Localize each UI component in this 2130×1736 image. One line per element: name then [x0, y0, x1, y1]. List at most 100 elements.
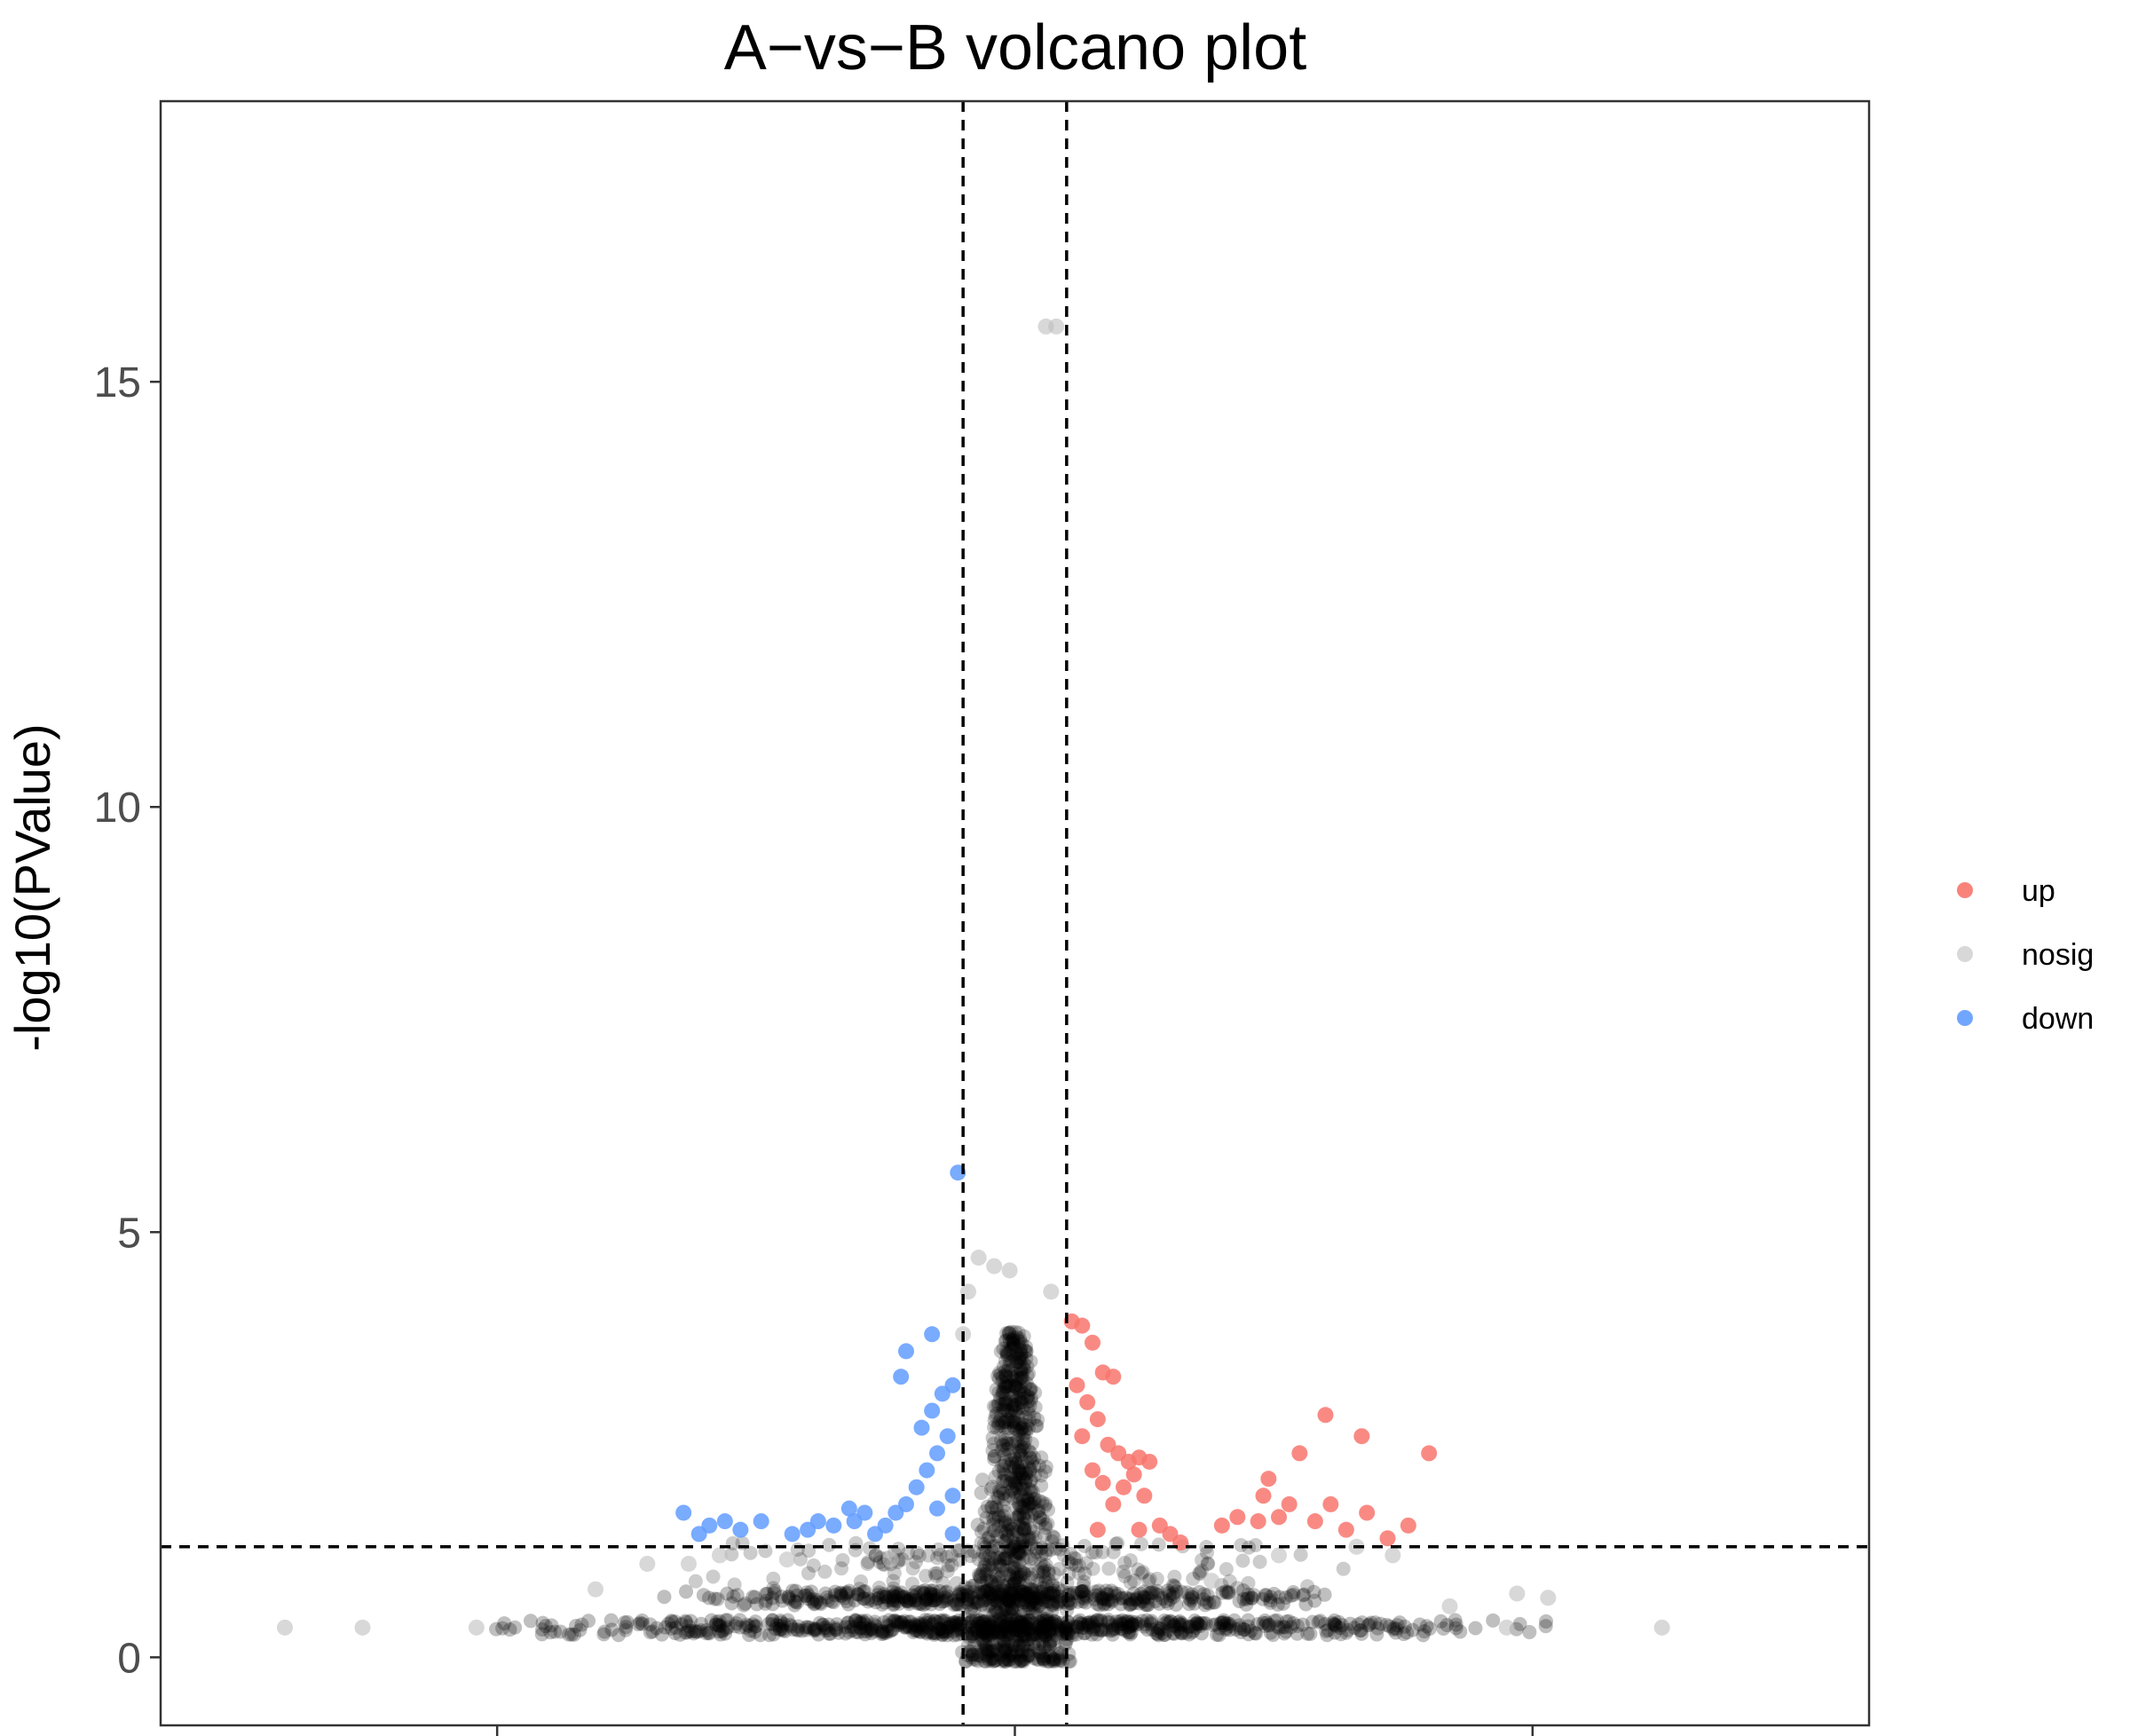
nosig-point [1036, 1626, 1051, 1641]
nosig-point [996, 1341, 1011, 1356]
nosig-point [960, 1637, 975, 1653]
nosig-point [1004, 1521, 1019, 1536]
nosig-point [1027, 1495, 1042, 1511]
nosig-point [1018, 1466, 1033, 1481]
nosig-point [1007, 1397, 1022, 1412]
nosig-point [857, 1621, 872, 1636]
nosig-point [1100, 1587, 1115, 1602]
nosig-point [812, 1615, 827, 1630]
nosig-point [643, 1625, 658, 1640]
nosig-point [1025, 1582, 1040, 1598]
nosig-point [1244, 1591, 1259, 1606]
nosig-point [1007, 1576, 1022, 1591]
nosig-point [991, 1519, 1006, 1534]
nosig-point [868, 1619, 883, 1634]
nosig-point [992, 1365, 1007, 1380]
nosig-point [1036, 1587, 1051, 1602]
nosig-point [985, 1625, 1000, 1640]
nosig-point [1011, 1644, 1026, 1659]
nosig-point [1011, 1508, 1026, 1523]
nosig-point [985, 1480, 1000, 1495]
nosig-point [977, 1614, 992, 1629]
nosig-point [1185, 1625, 1200, 1640]
nosig-point [1015, 1365, 1030, 1380]
nosig-point [879, 1590, 894, 1605]
nosig-point [1077, 1591, 1092, 1606]
nosig-point [1233, 1621, 1248, 1636]
nosig-point [990, 1398, 1006, 1413]
nosig-point [1037, 1651, 1052, 1666]
nosig-point [909, 1622, 924, 1637]
nosig-point [1023, 1353, 1038, 1369]
nosig-point [1019, 1391, 1034, 1406]
nosig-point [1241, 1590, 1256, 1606]
nosig-point [1028, 1590, 1043, 1606]
nosig-point [1121, 1624, 1136, 1639]
nosig-point [1002, 1592, 1017, 1607]
nosig-point [988, 1409, 1003, 1424]
nosig-point [1026, 1628, 1041, 1643]
nosig-point [1270, 1619, 1285, 1634]
nosig-point [1010, 1433, 1025, 1448]
nosig-point [999, 1345, 1014, 1361]
nosig-point [1015, 1629, 1030, 1644]
nosig-point [1018, 1409, 1033, 1424]
nosig-point [707, 1591, 722, 1606]
nosig-point [1067, 1619, 1082, 1634]
nosig-point [976, 1584, 991, 1599]
nosig-point [994, 1459, 1009, 1474]
nosig-point [998, 1654, 1013, 1669]
nosig-point [767, 1586, 782, 1601]
nosig-point [686, 1626, 701, 1641]
nosig-point [998, 1456, 1013, 1471]
nosig-point [880, 1618, 895, 1633]
nosig-point [768, 1583, 783, 1598]
nosig-point [1006, 1576, 1022, 1591]
nosig-point [998, 1627, 1014, 1642]
nosig-point [974, 1624, 990, 1639]
nosig-point [712, 1624, 727, 1639]
nosig-point [978, 1558, 993, 1573]
nosig-point [991, 1464, 1006, 1480]
nosig-point [748, 1614, 763, 1629]
nosig-point [1340, 1622, 1355, 1637]
nosig-point [1018, 1511, 1033, 1527]
nosig-point [927, 1625, 942, 1640]
nosig-point [1174, 1626, 1189, 1641]
nosig-point [888, 1613, 903, 1628]
nosig-point [1020, 1644, 1035, 1659]
nosig-point [801, 1588, 816, 1603]
nosig-point [926, 1583, 941, 1598]
nosig-point [1016, 1329, 1031, 1344]
nosig-point [1013, 1532, 1028, 1547]
nosig-point [1046, 1652, 1061, 1667]
nosig-point [1015, 1370, 1030, 1385]
nosig-point [1037, 1618, 1052, 1633]
nosig-point [994, 1582, 1009, 1598]
nosig-point [1026, 1491, 1041, 1506]
nosig-point [997, 1401, 1012, 1416]
nosig-point [1129, 1590, 1144, 1606]
nosig-point [1013, 1342, 1028, 1357]
nosig-point [982, 1653, 997, 1669]
nosig-point [1386, 1621, 1401, 1636]
up-point [1074, 1317, 1091, 1334]
nosig-point [1211, 1628, 1227, 1643]
nosig-point [832, 1586, 848, 1601]
nosig-point [1011, 1464, 1026, 1479]
nosig-point [993, 1634, 1008, 1649]
nosig-point [897, 1590, 912, 1605]
nosig-point [950, 1618, 965, 1633]
nosig-point [1140, 1622, 1155, 1637]
nosig-point [1014, 1416, 1029, 1432]
nosig-point [987, 1495, 1002, 1510]
up-point [1260, 1471, 1277, 1487]
nosig-point [999, 1473, 1014, 1488]
nosig-point [1014, 1653, 1030, 1668]
nosig-point [1049, 1618, 1064, 1633]
nosig-point [996, 1579, 1011, 1594]
nosig-point [766, 1571, 781, 1586]
nosig-point [890, 1614, 905, 1629]
nosig-point [1084, 1614, 1099, 1629]
nosig-point [848, 1613, 863, 1628]
